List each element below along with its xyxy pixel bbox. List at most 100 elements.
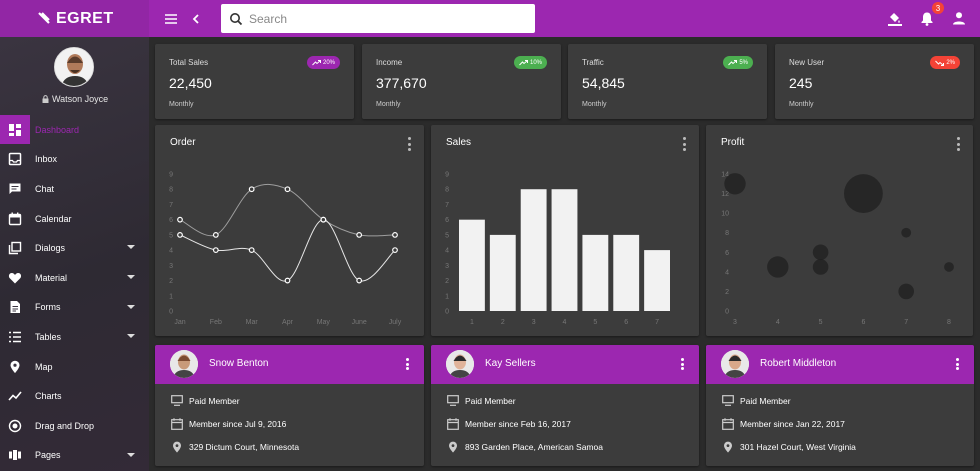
sidebar-item-map[interactable]: Map xyxy=(0,352,149,382)
data-point[interactable] xyxy=(284,277,291,284)
x-tick-label: 1 xyxy=(470,319,474,326)
bubble[interactable] xyxy=(898,283,914,300)
data-point[interactable] xyxy=(212,231,219,238)
y-tick-label: 6 xyxy=(169,217,173,224)
stat-period: Monthly xyxy=(582,101,607,108)
sidebar-item-pages[interactable]: Pages xyxy=(0,441,149,471)
data-point[interactable] xyxy=(248,247,255,254)
bar[interactable] xyxy=(644,250,670,311)
bar[interactable] xyxy=(613,234,640,311)
y-tick-label: 0 xyxy=(169,309,173,316)
change-badge: 5% xyxy=(723,56,753,69)
data-point[interactable] xyxy=(248,186,255,193)
sidebar-item-label: Map xyxy=(35,361,53,372)
y-tick-label: 0 xyxy=(725,309,729,316)
member-since: Member since Jan 22, 2017 xyxy=(740,419,845,429)
caret-down-icon xyxy=(127,452,135,457)
stat-card-total-sales: Total Sales 20% 22,450 Monthly xyxy=(155,44,354,119)
avatar[interactable] xyxy=(721,350,749,378)
data-point[interactable] xyxy=(212,247,219,254)
y-tick-label: 2 xyxy=(445,278,449,285)
data-point[interactable] xyxy=(284,186,291,193)
sidebar-item-label: Chat xyxy=(35,183,55,194)
paint-bucket-icon[interactable] xyxy=(884,7,906,29)
more-vert-icon[interactable] xyxy=(955,137,961,151)
bar[interactable] xyxy=(520,189,547,311)
series-line xyxy=(179,219,396,282)
stat-period: Monthly xyxy=(376,101,401,108)
sidebar-item-dialogs[interactable]: Dialogs xyxy=(0,233,149,263)
member-type-row: Paid Member xyxy=(447,395,516,406)
member-type: Paid Member xyxy=(465,395,516,406)
heart-icon xyxy=(0,263,30,292)
change-badge: 10% xyxy=(513,56,547,69)
drag-drop-icon xyxy=(0,411,30,440)
x-tick-label: 4 xyxy=(776,319,780,326)
sidebar-item-material[interactable]: Material xyxy=(0,263,149,293)
stat-period: Monthly xyxy=(169,101,194,108)
bubble[interactable] xyxy=(844,174,883,213)
y-tick-label: 3 xyxy=(169,263,173,270)
menu-icon[interactable] xyxy=(160,8,182,30)
bubble[interactable] xyxy=(901,227,912,238)
member-type: Paid Member xyxy=(740,395,791,406)
sidebar-item-calendar[interactable]: Calendar xyxy=(0,204,149,234)
notifications-button[interactable]: 3 xyxy=(916,2,944,29)
data-point[interactable] xyxy=(392,247,398,254)
more-vert-icon[interactable] xyxy=(681,137,687,151)
bubble[interactable] xyxy=(944,262,954,272)
data-point[interactable] xyxy=(356,277,363,284)
computer-icon xyxy=(447,395,459,406)
top-bar: EGRET 3 xyxy=(0,0,980,37)
more-vert-icon[interactable] xyxy=(681,358,685,370)
data-point[interactable] xyxy=(356,231,363,238)
sidebar-item-forms[interactable]: Forms xyxy=(0,293,149,323)
account-icon[interactable] xyxy=(948,7,970,29)
forms-icon xyxy=(0,293,30,322)
sidebar-item-dashboard[interactable]: Dashboard xyxy=(0,115,149,145)
search-bar xyxy=(221,4,535,33)
sidebar-item-inbox[interactable]: Inbox xyxy=(0,145,149,175)
x-tick-label: 7 xyxy=(904,319,908,326)
y-tick-label: 8 xyxy=(445,187,449,194)
profile-name-label: Watson Joyce xyxy=(52,94,109,104)
more-vert-icon[interactable] xyxy=(956,358,960,370)
change-value: 5% xyxy=(739,59,748,66)
data-point[interactable] xyxy=(177,231,183,238)
profit-chart: 0 2 4 6 8 10 12 14 3 4 5 6 7 8 xyxy=(721,172,954,326)
profile-name[interactable]: Watson Joyce xyxy=(42,94,108,104)
chevron-left-icon[interactable] xyxy=(185,8,207,30)
bubble[interactable] xyxy=(767,256,789,278)
more-vert-icon[interactable] xyxy=(406,137,412,151)
x-tick-label: 6 xyxy=(861,319,865,326)
data-point[interactable] xyxy=(320,216,327,223)
change-value: 10% xyxy=(529,59,542,66)
more-vert-icon[interactable] xyxy=(406,358,410,370)
avatar[interactable] xyxy=(170,350,198,378)
data-point[interactable] xyxy=(392,231,398,238)
stat-title: Income xyxy=(376,58,403,67)
bar[interactable] xyxy=(459,219,485,311)
stat-value: 245 xyxy=(789,75,813,91)
bubble[interactable] xyxy=(724,173,746,195)
data-point[interactable] xyxy=(177,216,183,223)
y-tick-label: 12 xyxy=(721,191,729,198)
brand[interactable]: EGRET xyxy=(0,0,149,37)
sidebar-item-tables[interactable]: Tables xyxy=(0,322,149,352)
sidebar-item-charts[interactable]: Charts xyxy=(0,381,149,411)
sidebar-item-drag-and-drop[interactable]: Drag and Drop xyxy=(0,411,149,441)
bar[interactable] xyxy=(489,234,516,311)
avatar[interactable] xyxy=(54,47,94,87)
avatar[interactable] xyxy=(446,350,474,378)
member-address-row: 893 Garden Place, American Samoa xyxy=(447,441,603,453)
sidebar-item-chat[interactable]: Chat xyxy=(0,174,149,204)
member-card: Kay Sellers Paid Member Member since Feb 1… xyxy=(431,345,699,466)
bubble[interactable] xyxy=(812,259,829,275)
search-input[interactable] xyxy=(249,11,519,26)
bubble[interactable] xyxy=(812,244,829,261)
bar[interactable] xyxy=(551,189,578,311)
x-tick-label: June xyxy=(352,319,367,326)
sidebar-item-label: Pages xyxy=(35,450,61,461)
bar[interactable] xyxy=(582,234,609,311)
caret-down-icon xyxy=(127,304,135,309)
